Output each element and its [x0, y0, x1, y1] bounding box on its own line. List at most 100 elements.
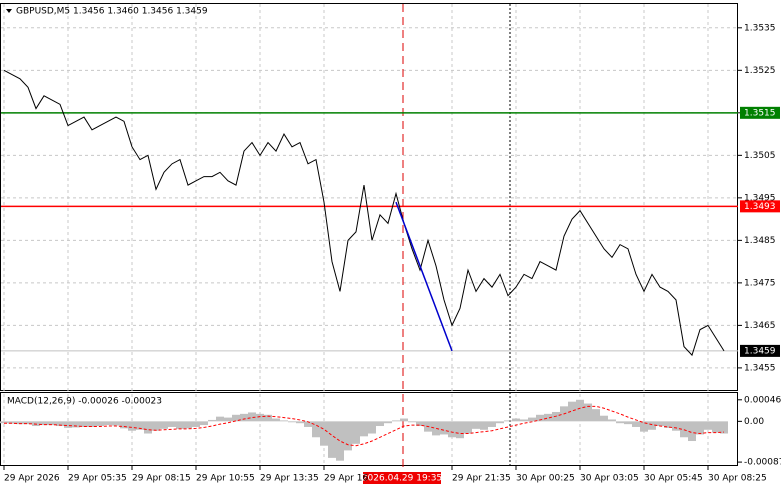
macd-bar [320, 421, 328, 446]
macd-bar [392, 420, 400, 422]
macd-bar [408, 421, 416, 423]
macd-bar [192, 421, 200, 427]
macd-bar [248, 412, 256, 422]
macd-bar [672, 421, 680, 431]
macd-bar [224, 417, 232, 422]
macd-bar [648, 421, 656, 430]
signal-line [4, 405, 725, 447]
y-tick-label: 1.3495 [744, 193, 776, 203]
macd-bar [568, 401, 576, 422]
y-tick-label: 1.3485 [744, 236, 776, 246]
macd-bar [184, 421, 192, 429]
macd-bar [40, 421, 48, 426]
x-tick-label: 29 Apr 21:35 [452, 474, 511, 484]
macd-bar [288, 421, 296, 423]
macd-bar [688, 421, 696, 442]
macd-bar [168, 421, 176, 427]
macd-bar [48, 421, 56, 426]
macd-bar [456, 421, 464, 439]
macd-bar [656, 421, 664, 427]
macd-bar [8, 421, 16, 424]
y-tick-label: -0.00087 [744, 458, 781, 468]
macd-bar [272, 418, 280, 422]
macd-bar [616, 421, 624, 424]
macd-bar [624, 421, 632, 425]
price-label: 1.3459 [744, 346, 776, 356]
x-tick-label: 29 Apr 10:55 [196, 474, 255, 484]
y-tick-label: 1.3535 [744, 23, 776, 33]
macd-bar [200, 421, 208, 426]
macd-bar [576, 399, 584, 422]
macd-bar [432, 421, 440, 436]
macd-bar [712, 421, 720, 433]
macd-bar [696, 421, 704, 435]
x-tick-label: 30 Apr 00:25 [516, 474, 575, 484]
macd-bar [600, 415, 608, 422]
macd-bar [608, 419, 616, 422]
macd-bar [216, 416, 224, 422]
macd-bar [312, 421, 320, 438]
macd-bar [360, 421, 368, 437]
chart-title: GBPUSD,M5 1.3456 1.3460 1.3456 1.3459 [16, 7, 208, 17]
y-tick-label: 1.3505 [744, 151, 776, 161]
macd-bar [232, 414, 240, 422]
price-label-box [740, 344, 780, 357]
macd-bar [336, 421, 344, 461]
macd-bar [56, 421, 64, 427]
cursor-label: 2026.04.29 19:35 [362, 474, 442, 484]
macd-bar [368, 421, 376, 434]
x-tick-label: 30 Apr 08:25 [708, 474, 767, 484]
macd-bar [256, 413, 264, 422]
macd-bar [240, 413, 248, 422]
x-tick-label: 30 Apr 05:45 [644, 474, 703, 484]
macd-bar [144, 421, 152, 434]
macd-bar [104, 421, 112, 426]
macd-title: MACD(12,26,9) -0.00026 -0.00023 [7, 397, 162, 407]
macd-bar [400, 418, 408, 422]
macd-bar [488, 421, 496, 427]
macd-bar [384, 421, 392, 424]
macd-bar [464, 421, 472, 434]
macd-bar [176, 421, 184, 429]
macd-bar [72, 421, 80, 428]
macd-bar [120, 421, 128, 429]
macd-panel [0, 392, 738, 466]
y-tick-label: 1.3525 [744, 66, 776, 76]
cursor-label-box [363, 472, 441, 484]
x-tick-label: 29 Apr 2026 [4, 474, 60, 484]
macd-bar [632, 421, 640, 427]
x-tick-label: 29 Apr 08:15 [132, 474, 191, 484]
x-tick-label: 29 Apr 16 [324, 474, 368, 484]
price-label: 1.3493 [744, 202, 776, 212]
macd-bar [64, 421, 72, 428]
price-panel [0, 3, 738, 391]
macd-bar [80, 421, 88, 427]
macd-bar [512, 418, 520, 422]
macd-bar [584, 403, 592, 422]
x-tick-label: 30 Apr 03:05 [580, 474, 639, 484]
macd-bar [208, 419, 216, 422]
macd-bar [352, 421, 360, 444]
price-label-box [740, 200, 780, 213]
price-label-box [740, 106, 780, 119]
macd-bar [328, 421, 336, 458]
menu-arrow [6, 9, 12, 13]
y-tick-label: 1.3465 [744, 321, 776, 331]
macd-bar [472, 421, 480, 429]
trendline [395, 201, 453, 352]
macd-bar [136, 421, 144, 430]
y-tick-label: 0.00046 [744, 395, 781, 405]
macd-bar [88, 421, 96, 427]
macd-bar [152, 421, 160, 431]
macd-bar [160, 421, 168, 429]
macd-bar [112, 421, 120, 426]
macd-bar [592, 409, 600, 422]
x-tick-label: 29 Apr 13:35 [260, 474, 319, 484]
macd-bar [720, 421, 728, 434]
price-label: 1.3515 [744, 108, 776, 118]
macd-bar [264, 414, 272, 422]
macd-bar [480, 421, 488, 430]
macd-bar [280, 420, 288, 422]
